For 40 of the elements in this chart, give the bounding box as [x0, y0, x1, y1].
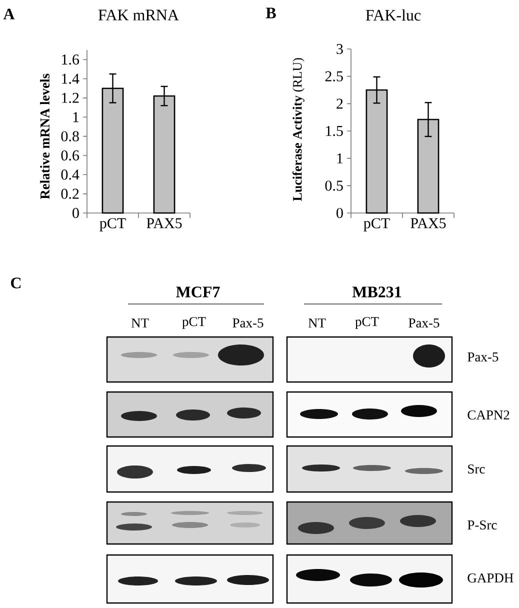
y-tick-label: 0.8 — [61, 131, 79, 142]
y-tick-label: 1.2 — [62, 92, 79, 104]
text: pCT — [355, 317, 379, 329]
y-tick-label: 0 — [336, 208, 343, 218]
text: Pax-5 — [408, 318, 440, 328]
y-axis-title: Relative mRNA levels — [40, 74, 50, 200]
y-tick-label: 1 — [337, 153, 343, 164]
text: Pax-5 — [468, 352, 498, 362]
y-tick-label: 0.5 — [325, 180, 343, 191]
y-tick-label: 0.2 — [61, 188, 79, 199]
text: P-Src — [468, 520, 497, 530]
text: Src — [468, 464, 485, 474]
y-tick-label: 1.4 — [62, 74, 80, 84]
y-tick-label: 0.4 — [61, 170, 80, 180]
y-tick-label: 2.5 — [325, 71, 343, 82]
x-tick-label: PAX5 — [146, 218, 182, 228]
y-tick-label: 1 — [73, 112, 79, 122]
y-tick-label: 0.6 — [61, 150, 80, 161]
text: CAPN2 — [468, 410, 510, 420]
y-axis-title: Luciferase Activity (RLU) — [292, 58, 304, 201]
chart-title: FAK mRNA — [98, 10, 179, 20]
text: MB231 — [352, 286, 402, 298]
text: NT — [308, 318, 326, 328]
text: A — [3, 8, 15, 20]
x-tick-label: pCT — [364, 218, 390, 232]
text: Pax-5 — [232, 318, 264, 328]
text: NT — [131, 318, 149, 328]
x-tick-label: PAX5 — [410, 218, 446, 228]
text: pCT — [182, 317, 206, 329]
chart-title: FAK-luc — [366, 9, 421, 21]
y-tick-label: 3 — [336, 44, 343, 54]
text: GAPDH — [468, 573, 514, 583]
text: C — [11, 278, 21, 288]
y-tick-label: 2 — [336, 98, 343, 109]
text: B — [266, 8, 276, 18]
x-tick-label: pCT — [100, 218, 126, 232]
y-tick-label: 1.5 — [326, 126, 343, 136]
y-tick-label: 0 — [72, 208, 79, 218]
text: MCF7 — [176, 286, 220, 298]
y-tick-label: 1.6 — [62, 54, 80, 65]
